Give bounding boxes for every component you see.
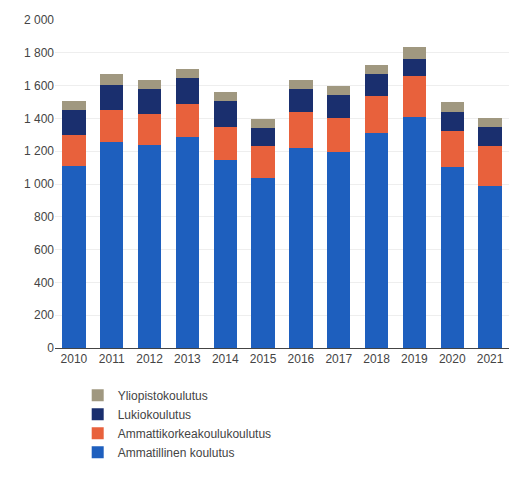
svg-text:1 200: 1 200 [24, 144, 54, 158]
svg-text:Lukiokoulutus: Lukiokoulutus [118, 408, 191, 422]
svg-text:400: 400 [34, 276, 54, 290]
svg-text:2019: 2019 [401, 352, 428, 366]
svg-text:Ammattikorkeakoulukoulutus: Ammattikorkeakoulukoulutus [118, 427, 271, 441]
svg-text:2015: 2015 [250, 352, 277, 366]
svg-text:800: 800 [34, 210, 54, 224]
svg-text:1 800: 1 800 [24, 46, 54, 60]
svg-text:2017: 2017 [325, 352, 352, 366]
svg-text:2020: 2020 [439, 352, 466, 366]
svg-text:1 000: 1 000 [24, 177, 54, 191]
svg-text:2016: 2016 [288, 352, 315, 366]
svg-text:2014: 2014 [212, 352, 239, 366]
svg-text:2010: 2010 [61, 352, 88, 366]
svg-text:Yliopistokoulutus: Yliopistokoulutus [118, 389, 208, 403]
svg-text:2021: 2021 [477, 352, 504, 366]
svg-text:0: 0 [47, 341, 54, 355]
svg-text:600: 600 [34, 243, 54, 257]
svg-text:2013: 2013 [174, 352, 201, 366]
svg-text:2011: 2011 [99, 352, 125, 366]
svg-text:200: 200 [34, 308, 54, 322]
svg-text:2 000: 2 000 [24, 13, 54, 27]
svg-text:2012: 2012 [136, 352, 163, 366]
svg-text:1 600: 1 600 [24, 79, 54, 93]
svg-text:Ammatillinen koulutus: Ammatillinen koulutus [118, 446, 235, 460]
svg-text:1 400: 1 400 [24, 112, 54, 126]
svg-text:2018: 2018 [363, 352, 390, 366]
